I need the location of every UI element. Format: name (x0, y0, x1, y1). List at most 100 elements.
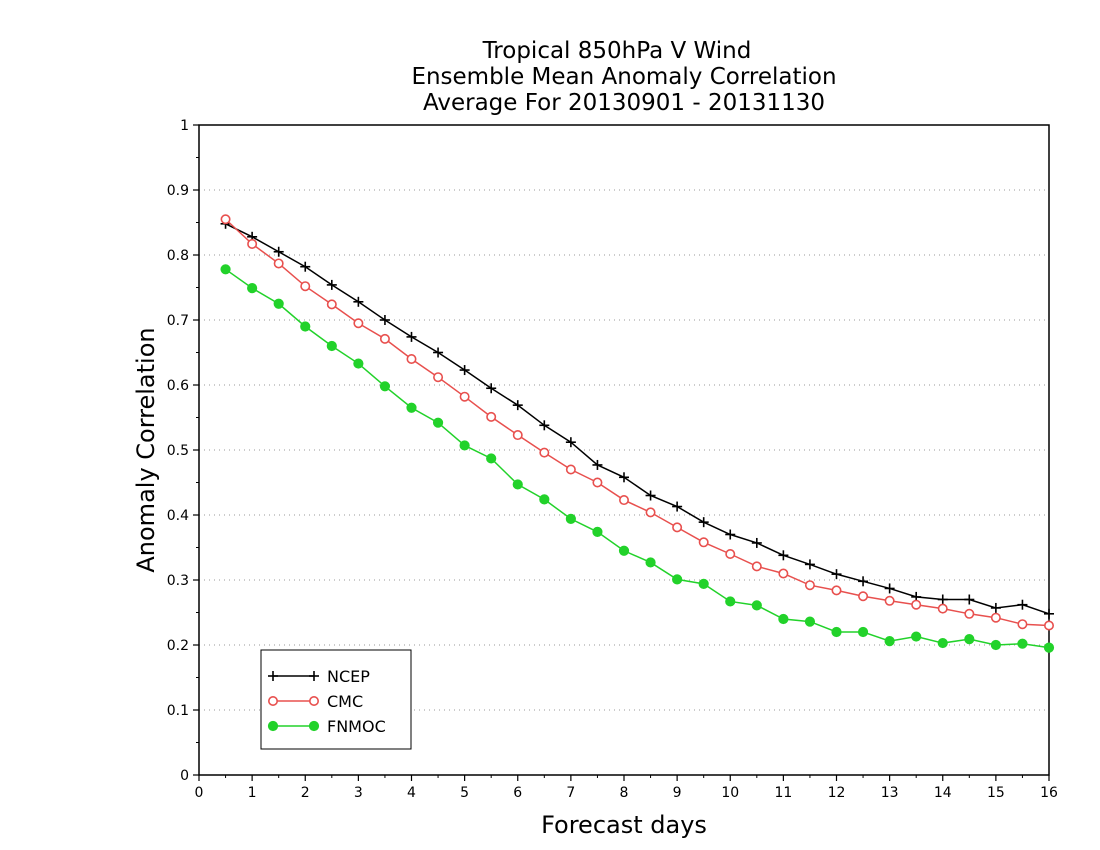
legend-marker (267, 695, 278, 706)
x-axis-label: Forecast days (541, 811, 707, 839)
legend-marker (309, 671, 319, 681)
axis-ticks: 00.10.20.30.40.50.60.70.80.910 1 2 3 4 5 6 7 8 9 1… (167, 118, 1058, 801)
data-point-fnmoc (379, 381, 391, 392)
data-point-ncep (565, 437, 576, 448)
x-tick-label: 8 (620, 785, 629, 801)
data-point-fnmoc (273, 298, 284, 309)
data-point-cmc (751, 561, 762, 572)
data-point-ncep (645, 490, 656, 501)
data-point-ncep (778, 550, 789, 561)
y-tick-label: 1 (180, 118, 189, 134)
x-tick-label: 7 (566, 785, 575, 801)
data-point-ncep (831, 569, 842, 580)
data-point-fnmoc (857, 626, 869, 638)
data-point-ncep (619, 472, 629, 483)
data-point-ncep (273, 246, 284, 257)
data-point-cmc (618, 495, 629, 506)
data-point-ncep (964, 594, 975, 605)
data-point-fnmoc (539, 494, 550, 505)
x-tick-label: 11 (774, 785, 792, 801)
legend: NCEP CMC FNMOC (260, 649, 412, 750)
x-tick-label: 12 (828, 785, 846, 801)
data-point-cmc (592, 477, 603, 488)
legend-label-cmc: CMC (327, 692, 363, 711)
data-point-fnmoc (220, 264, 231, 275)
data-point-fnmoc (300, 321, 311, 332)
x-tick-label: 13 (881, 785, 899, 801)
data-point-fnmoc (911, 631, 922, 642)
data-point-fnmoc (406, 402, 417, 413)
data-point-ncep (884, 583, 895, 594)
y-tick-label: 0.8 (167, 248, 189, 264)
data-point-fnmoc (618, 545, 630, 556)
chart-title: Tropical 850hPa V Wind Ensemble Mean Ano… (411, 38, 836, 116)
data-point-ncep (300, 261, 311, 272)
legend-marker (308, 720, 320, 732)
y-tick-label: 0.2 (167, 638, 189, 654)
data-point-fnmoc (512, 479, 523, 490)
grid-lines (199, 189, 1049, 711)
series-line-cmc (225, 218, 1050, 627)
series-ncep (220, 218, 1054, 619)
data-point-cmc (672, 522, 683, 533)
title-line-2: Ensemble Mean Anomaly Correlation (411, 64, 836, 90)
data-point-cmc (990, 612, 1001, 623)
data-point-cmc (247, 238, 258, 249)
x-tick-label: 5 (460, 785, 469, 801)
data-point-fnmoc (725, 596, 736, 607)
data-point-ncep (858, 576, 869, 587)
x-tick-label: 0 (195, 785, 204, 801)
data-point-fnmoc (698, 578, 709, 590)
data-point-fnmoc (804, 616, 816, 627)
data-point-fnmoc (432, 417, 444, 428)
data-point-fnmoc (672, 574, 683, 585)
y-tick-label: 0.9 (167, 183, 189, 199)
data-point-cmc (459, 391, 470, 402)
x-tick-label: 15 (987, 785, 1005, 801)
y-tick-label: 0.7 (167, 313, 189, 329)
data-point-cmc (1017, 619, 1028, 630)
data-point-fnmoc (353, 358, 364, 369)
x-tick-label: 3 (354, 785, 363, 801)
data-point-cmc (1044, 620, 1055, 631)
data-point-ncep (672, 501, 683, 512)
data-point-cmc (911, 599, 922, 610)
data-point-cmc (326, 299, 337, 310)
legend-item-fnmoc: FNMOC (267, 717, 386, 736)
data-point-cmc (406, 353, 417, 364)
data-point-ncep (1017, 599, 1028, 610)
data-point-cmc (220, 214, 231, 225)
data-point-fnmoc (486, 453, 497, 464)
x-tick-label: 10 (721, 785, 739, 801)
title-line-1: Tropical 850hPa V Wind (482, 38, 752, 64)
x-tick-label: 9 (673, 785, 682, 801)
data-point-fnmoc (1043, 642, 1055, 653)
data-point-cmc (725, 548, 736, 559)
data-point-ncep (751, 537, 762, 548)
data-point-ncep (459, 365, 470, 376)
data-point-fnmoc (565, 513, 576, 525)
data-point-cmc (353, 318, 364, 329)
legend-item-ncep: NCEP (268, 667, 370, 686)
y-axis-label: Anomaly Correlation (132, 327, 160, 572)
data-point-ncep (725, 529, 736, 540)
data-point-ncep (990, 602, 1001, 613)
y-tick-label: 0.4 (167, 508, 189, 524)
data-point-fnmoc (937, 637, 948, 649)
series-line-fnmoc (225, 268, 1050, 649)
data-point-fnmoc (1017, 638, 1028, 649)
data-point-cmc (539, 447, 550, 458)
data-point-fnmoc (247, 283, 258, 294)
data-point-fnmoc (778, 613, 789, 625)
legend-marker (308, 695, 319, 706)
y-tick-label: 0 (180, 768, 189, 784)
data-point-cmc (858, 591, 869, 602)
data-point-ncep (433, 347, 444, 358)
data-point-cmc (300, 281, 311, 292)
data-point-fnmoc (990, 639, 1001, 651)
series-fnmoc (220, 264, 1055, 653)
data-point-ncep (937, 594, 948, 605)
data-point-ncep (486, 383, 497, 394)
data-point-ncep (539, 420, 550, 431)
